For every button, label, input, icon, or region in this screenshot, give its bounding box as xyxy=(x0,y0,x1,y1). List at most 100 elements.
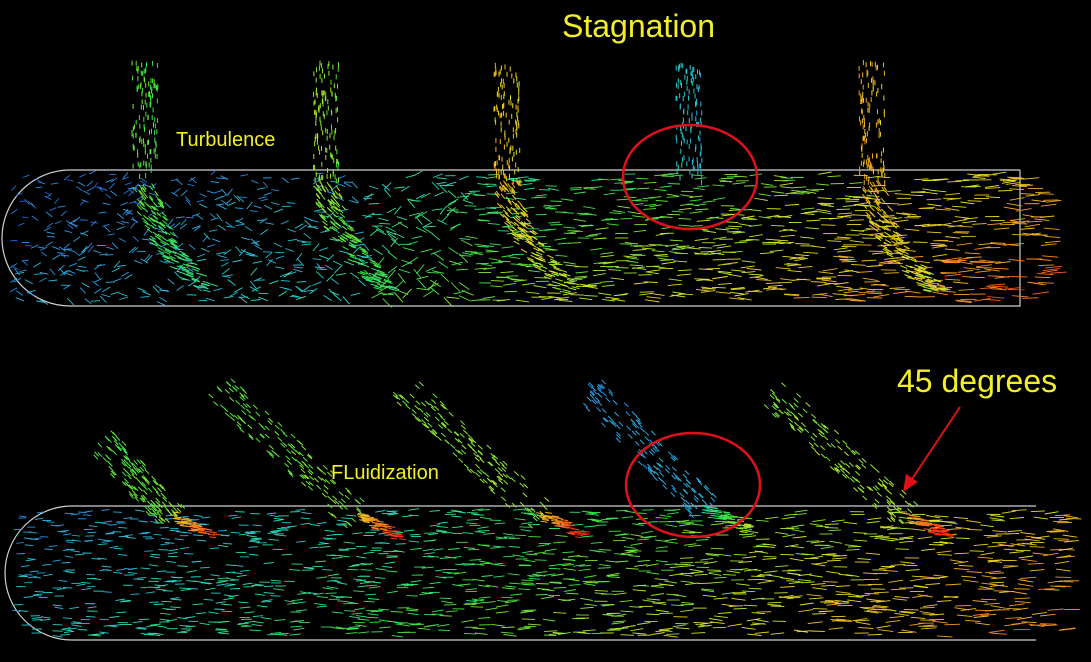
velocity-vector xyxy=(269,514,279,518)
velocity-vector xyxy=(39,277,47,283)
velocity-vector xyxy=(154,284,163,290)
velocity-vector xyxy=(24,198,30,205)
velocity-vector xyxy=(915,268,923,273)
velocity-vector xyxy=(671,455,677,461)
velocity-vector xyxy=(248,553,259,556)
velocity-vector xyxy=(99,295,107,303)
velocity-vector xyxy=(176,270,185,275)
velocity-vector xyxy=(495,536,507,540)
velocity-vector xyxy=(681,246,695,250)
velocity-vector xyxy=(563,226,576,229)
velocity-vector xyxy=(402,400,408,406)
velocity-vector xyxy=(781,516,796,520)
velocity-vector xyxy=(566,526,574,529)
velocity-vector xyxy=(54,220,62,225)
velocity-vector xyxy=(503,479,509,485)
velocity-vector xyxy=(123,455,128,461)
velocity-vector xyxy=(315,193,321,200)
velocity-vector xyxy=(467,512,479,514)
velocity-vector xyxy=(401,261,412,268)
velocity-vector xyxy=(722,251,736,253)
velocity-vector xyxy=(1058,628,1075,631)
velocity-vector xyxy=(768,284,783,287)
velocity-vector xyxy=(562,292,577,296)
velocity-vector xyxy=(331,513,337,518)
velocity-vector xyxy=(1022,232,1038,236)
velocity-vector xyxy=(634,245,648,247)
velocity-vector xyxy=(259,433,265,439)
velocity-vector xyxy=(474,456,480,462)
velocity-vector xyxy=(933,278,941,282)
velocity-vector xyxy=(320,470,327,475)
velocity-vector xyxy=(153,632,164,636)
velocity-vector xyxy=(396,535,404,538)
velocity-vector xyxy=(421,566,434,569)
velocity-vector xyxy=(883,226,889,232)
velocity-vector xyxy=(217,254,227,259)
velocity-vector xyxy=(849,240,864,243)
velocity-vector xyxy=(623,546,636,549)
velocity-vector xyxy=(523,179,536,182)
velocity-vector xyxy=(111,267,121,273)
velocity-vector xyxy=(759,252,774,255)
velocity-vector xyxy=(152,231,159,237)
velocity-vector xyxy=(355,499,361,505)
velocity-vector xyxy=(850,593,864,598)
velocity-vector xyxy=(789,557,804,562)
velocity-vector xyxy=(395,395,401,401)
velocity-vector xyxy=(216,583,227,586)
velocity-vector xyxy=(741,533,754,536)
velocity-vector xyxy=(416,287,430,291)
velocity-vector xyxy=(339,217,346,223)
velocity-vector xyxy=(342,505,348,510)
velocity-vector xyxy=(131,473,137,479)
velocity-vector xyxy=(302,456,308,462)
velocity-vector xyxy=(857,558,872,561)
velocity-vector xyxy=(146,228,153,234)
velocity-vector xyxy=(786,596,801,599)
velocity-vector xyxy=(165,224,172,230)
velocity-vector xyxy=(422,548,434,552)
velocity-vector xyxy=(171,243,178,248)
velocity-vector xyxy=(520,222,526,227)
velocity-vector xyxy=(67,179,74,182)
velocity-vector xyxy=(507,183,512,189)
velocity-vector xyxy=(448,411,454,417)
velocity-vector xyxy=(1064,539,1079,543)
velocity-vector xyxy=(545,208,558,210)
velocity-vector xyxy=(307,592,319,595)
velocity-vector xyxy=(990,514,1005,518)
velocity-vector xyxy=(143,207,149,213)
velocity-vector xyxy=(25,559,35,562)
velocity-vector xyxy=(210,283,219,287)
velocity-vector xyxy=(479,469,485,474)
velocity-vector xyxy=(525,233,532,239)
velocity-vector xyxy=(156,570,167,573)
velocity-vector xyxy=(331,556,343,559)
velocity-vector xyxy=(915,223,930,227)
velocity-vector xyxy=(666,196,679,198)
velocity-vector xyxy=(71,624,82,627)
velocity-vector xyxy=(162,254,170,259)
velocity-vector xyxy=(723,262,738,265)
velocity-vector xyxy=(399,538,407,541)
velocity-vector xyxy=(643,281,658,283)
velocity-vector xyxy=(879,525,894,529)
velocity-vector xyxy=(559,269,568,273)
velocity-vector xyxy=(213,287,223,292)
velocity-vector xyxy=(250,238,259,245)
velocity-vector xyxy=(163,241,170,246)
velocity-vector xyxy=(1053,528,1069,532)
velocity-vector xyxy=(600,254,614,258)
velocity-vector xyxy=(542,519,550,521)
velocity-vector xyxy=(742,590,756,593)
velocity-vector xyxy=(472,563,485,566)
velocity-vector xyxy=(39,299,49,305)
velocity-vector xyxy=(664,538,677,542)
velocity-vector xyxy=(449,260,462,266)
velocity-vector xyxy=(93,633,105,636)
velocity-vector xyxy=(706,554,720,557)
velocity-vector xyxy=(387,251,398,260)
velocity-vector xyxy=(151,506,157,512)
velocity-vector xyxy=(824,599,840,602)
